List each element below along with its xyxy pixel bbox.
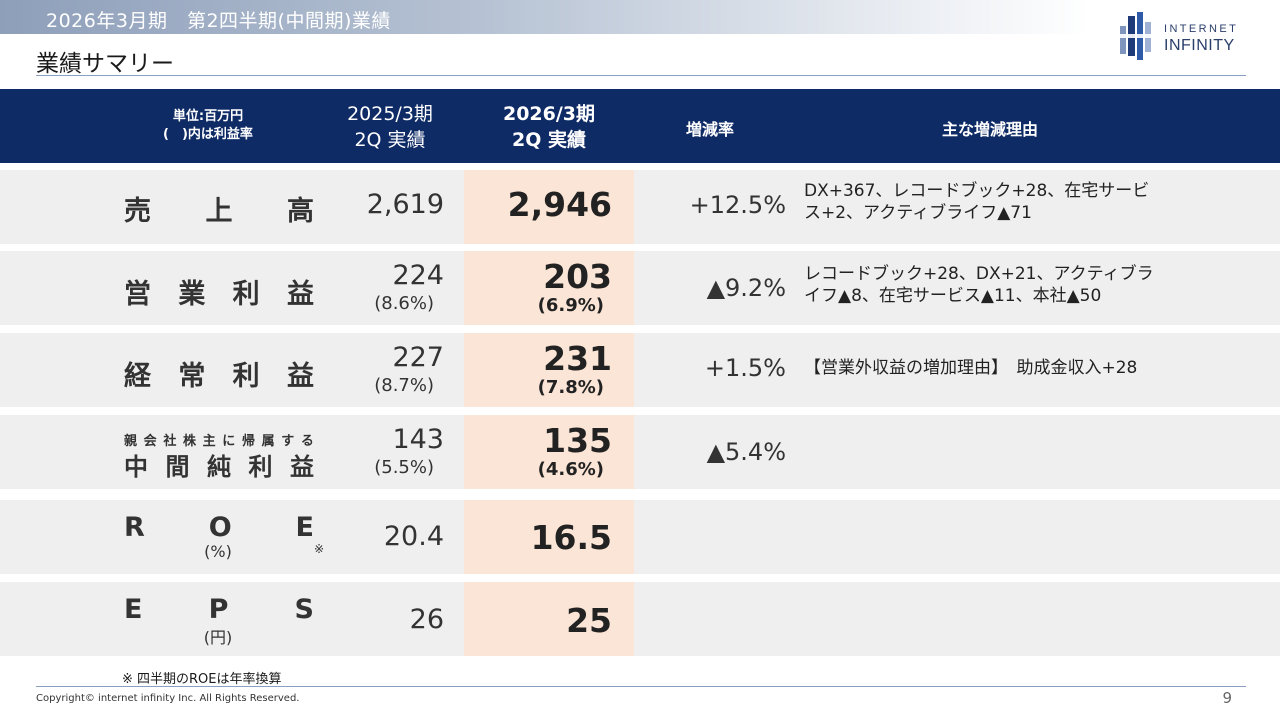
row-unit: (円): [203, 628, 233, 647]
change-rate: +12.5%: [689, 191, 786, 219]
column-2025-period: 2Q 実績: [354, 129, 426, 151]
margin-2025: (8.6%): [374, 293, 434, 314]
table-row-operating-profit: 営業利益 224 (8.6%) 203 (6.9%) ▲9.2% レコードブック…: [0, 251, 1280, 325]
margin-2025: (8.7%): [374, 375, 434, 396]
value-2025: 224: [392, 260, 444, 291]
copyright: Copyright© internet infinity Inc. All Ri…: [36, 693, 300, 704]
value-2025: 2,619: [366, 189, 444, 220]
change-rate: ▲5.4%: [706, 438, 786, 466]
slide-subtitle: 2026年3月期 第2四半期(中間期)業績: [46, 10, 391, 32]
note-mark: ※: [314, 542, 325, 556]
change-rate: ▲9.2%: [706, 274, 786, 302]
value-2026: 2,946: [507, 185, 612, 224]
column-2026-year: 2026/3期: [502, 103, 596, 125]
value-2026: 231: [543, 339, 612, 378]
unit-line-2: ( )内は利益率: [163, 127, 253, 142]
highlight-cell: [464, 415, 634, 489]
slide-title: 業績サマリー: [36, 51, 174, 77]
table-header: 単位:百万円 ( )内は利益率 2025/3期 2Q 実績 2026/3期 2Q…: [0, 89, 1280, 163]
row-unit: (%): [204, 542, 232, 561]
company-logo: INTERNET INFINITY: [1118, 10, 1248, 62]
value-2025: 26: [409, 604, 444, 635]
column-2026-period: 2Q 実績: [512, 129, 586, 151]
row-label: 経常利益: [124, 361, 314, 392]
row-label: 売上高: [124, 196, 314, 227]
highlight-cell: [464, 251, 634, 325]
row-label: 中間純利益: [124, 453, 314, 481]
change-reason: レコードブック+28、DX+21、アクティブラ イフ▲8、在宅サービス▲11、本社…: [804, 264, 1154, 306]
value-2026: 25: [566, 601, 612, 640]
page-number: 9: [1222, 689, 1232, 707]
top-band: 2026年3月期 第2四半期(中間期)業績: [0, 0, 1090, 34]
unit-line-1: 単位:百万円: [172, 109, 244, 124]
column-rate: 増減率: [685, 120, 734, 139]
highlight-cell: [464, 500, 634, 574]
column-2025: 2025/3期 2Q 実績: [320, 101, 460, 153]
margin-2026: (6.9%): [537, 295, 604, 316]
column-2026: 2026/3期 2Q 実績: [466, 101, 632, 153]
highlight-cell: [464, 170, 634, 244]
change-reason: 【営業外収益の増加理由】 助成金収入+28: [804, 358, 1138, 378]
highlight-cell: [464, 582, 634, 656]
margin-2026: (7.8%): [537, 377, 604, 398]
margin-2026: (4.6%): [537, 459, 604, 480]
change-rate: +1.5%: [704, 354, 786, 382]
value-2025: 227: [392, 342, 444, 373]
value-2026: 135: [543, 421, 612, 460]
value-2025: 143: [392, 424, 444, 455]
column-reason: 主な増減理由: [941, 120, 1038, 139]
footnote: ※ 四半期のROEは年率換算: [122, 672, 282, 687]
logo-text-internet: INTERNET: [1164, 23, 1239, 35]
margin-2025: (5.5%): [374, 457, 434, 478]
value-2026: 16.5: [530, 518, 612, 557]
logo-text-infinity: INFINITY: [1164, 37, 1235, 54]
unit-note: 単位:百万円 ( )内は利益率: [108, 108, 308, 144]
row-sublabel: 親会社株主に帰属する: [124, 434, 314, 449]
title-divider: [36, 75, 1246, 76]
value-2026: 203: [543, 257, 612, 296]
building-bars-logo-icon: [1118, 12, 1154, 60]
row-label: 営業利益: [124, 279, 314, 310]
table-row-sales: 売上高 2,619 2,946 +12.5% DX+367、レコードブック+28…: [0, 170, 1280, 244]
column-2025-year: 2025/3期: [347, 103, 433, 125]
table-row-net-income: 親会社株主に帰属する 中間純利益 143 (5.5%) 135 (4.6%) ▲…: [0, 415, 1280, 489]
footer-divider: [36, 686, 1246, 687]
value-2025: 20.4: [383, 521, 444, 552]
highlight-cell: [464, 333, 634, 407]
table-row-ordinary-profit: 経常利益 227 (8.7%) 231 (7.8%) +1.5% 【営業外収益の…: [0, 333, 1280, 407]
change-reason: DX+367、レコードブック+28、在宅サービ ス+2、アクティブライフ▲71: [804, 181, 1150, 223]
